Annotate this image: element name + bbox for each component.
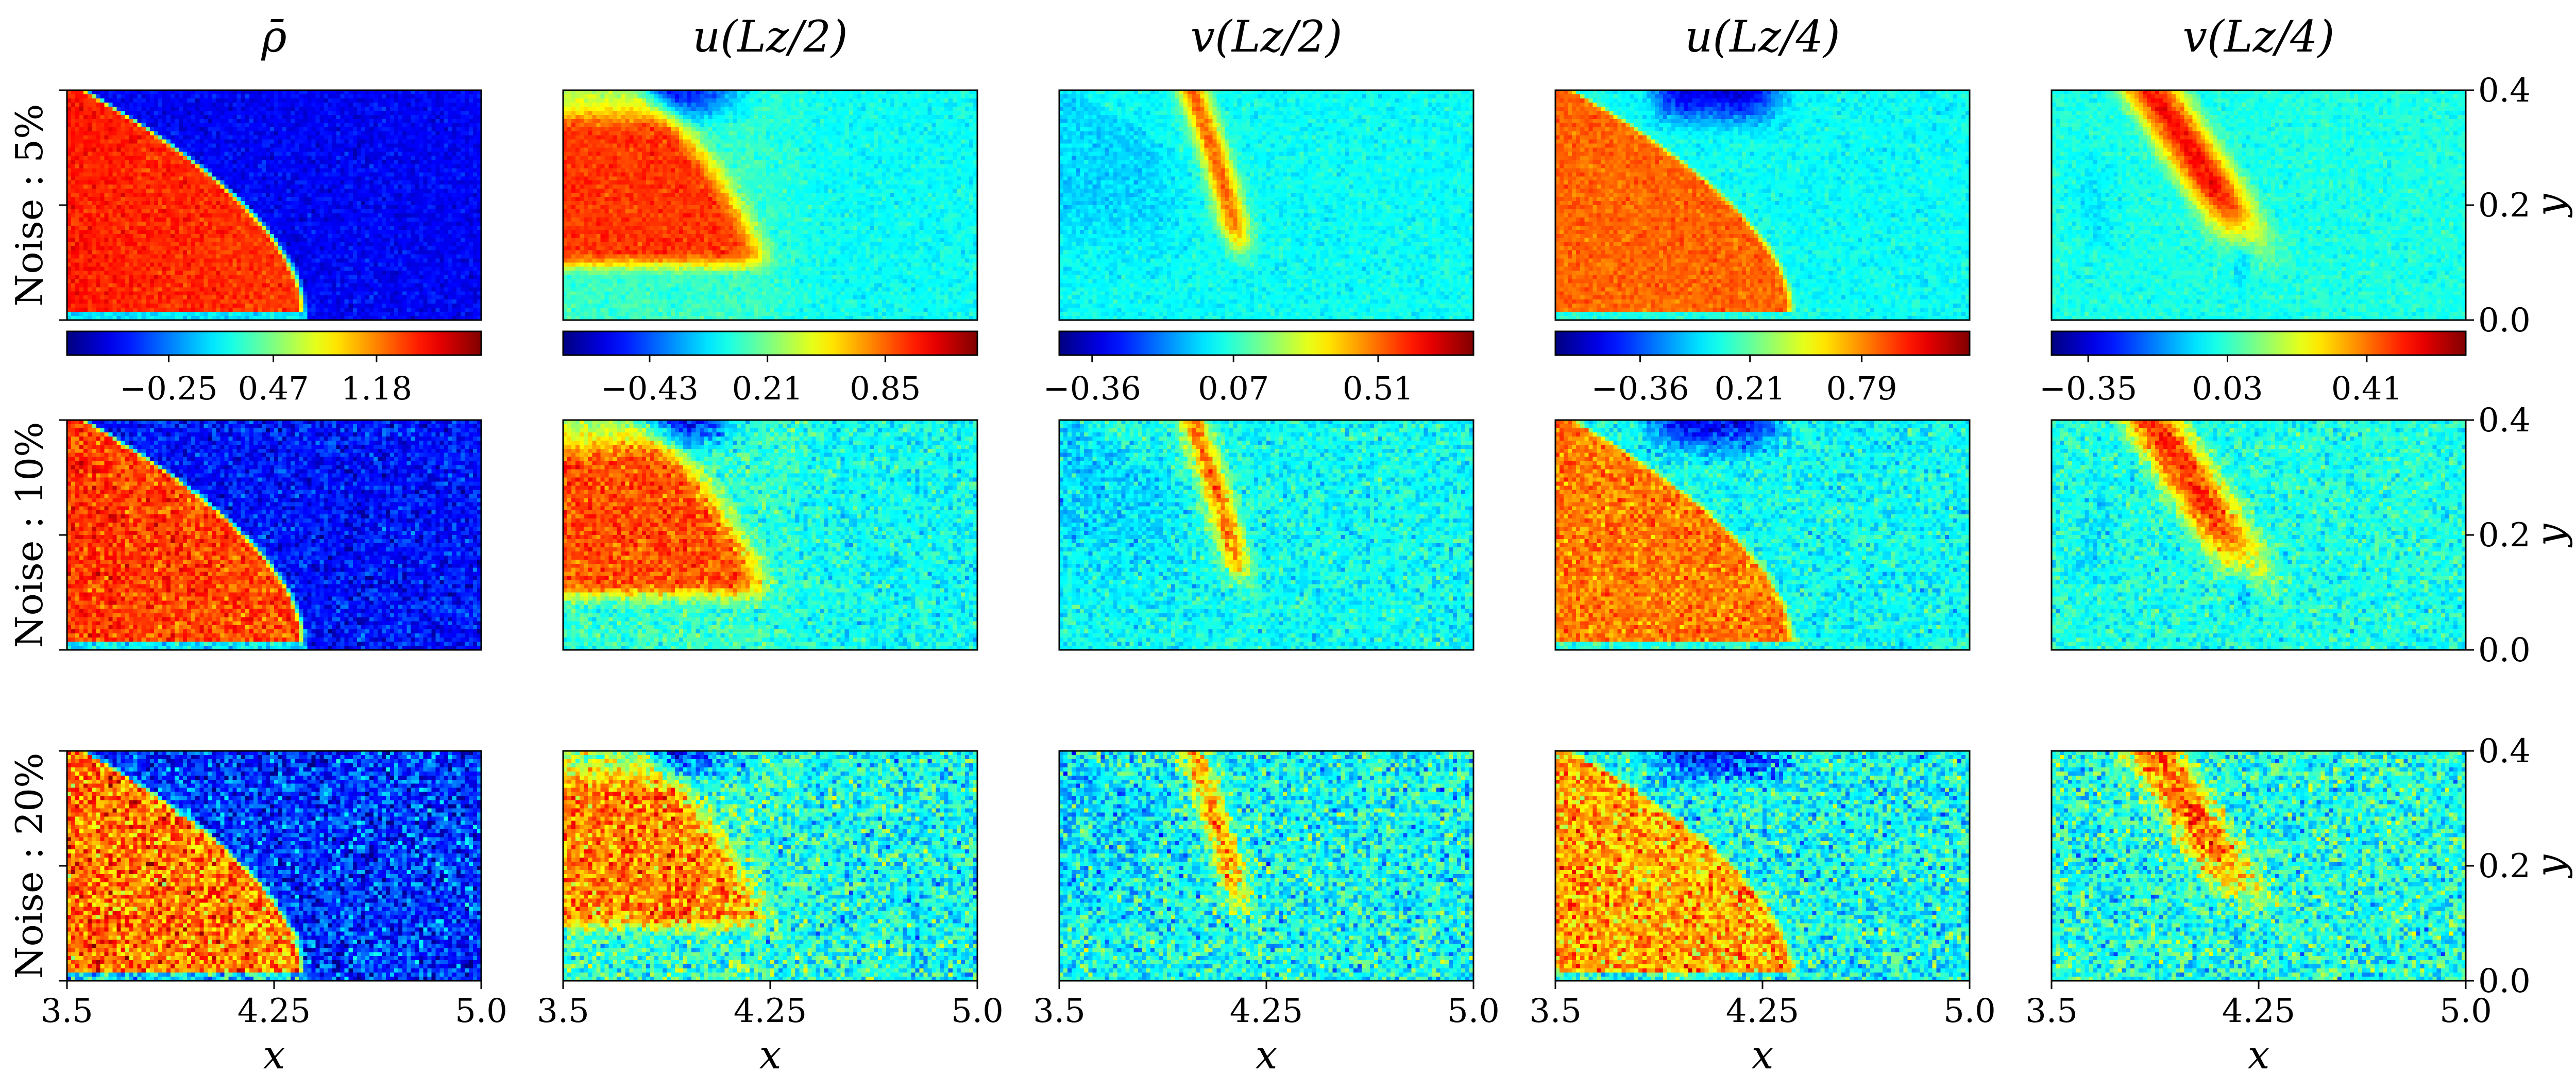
x-tick-label: 4.25 <box>1726 992 1800 1030</box>
heatmap-cell-image <box>2052 751 2466 981</box>
heatmap-cell-image <box>1059 420 1473 650</box>
heatmap-cell-image <box>1555 90 1970 320</box>
colorbar-tick-label: 0.03 <box>2192 370 2263 407</box>
column-title: u(Lz/4) <box>1685 11 1840 62</box>
heatmap-cell-image <box>563 751 977 981</box>
colorbar-tick-label: 0.47 <box>238 370 309 407</box>
x-tick-label: 5.0 <box>455 992 507 1030</box>
heatmap-cell-image <box>67 420 481 650</box>
x-axis-label: x <box>1752 1032 1774 1078</box>
x-axis-label: x <box>1256 1032 1278 1078</box>
heatmap-cell-image <box>1059 90 1473 320</box>
panel-frame <box>562 89 978 321</box>
colorbar-tick-label: 0.79 <box>1826 370 1897 407</box>
colorbar-tick-label: −0.36 <box>1043 370 1141 407</box>
y-tick-label: 0.0 <box>2478 631 2531 669</box>
colorbar-tick-label: 0.21 <box>1715 370 1786 407</box>
column-titles: ρ̄ u(Lz/2) v(Lz/2) u(Lz/4) v(Lz/4) <box>261 11 2334 62</box>
colorbar <box>562 330 978 356</box>
heatmap-cell-image <box>2052 420 2466 650</box>
y-tick-label: 0.2 <box>2478 516 2531 555</box>
y-tick-label: 0.4 <box>2478 401 2531 440</box>
heatmap-cell-image <box>563 420 977 650</box>
y-tick-label: 0.0 <box>2478 962 2531 1000</box>
y-tick-label: 0.2 <box>2478 187 2531 225</box>
panel-frame <box>1554 89 1971 321</box>
colorbar-tick-label: 1.18 <box>341 370 412 407</box>
x-axis-label: x <box>2248 1032 2270 1078</box>
colorbar-tick-label: −0.36 <box>1591 370 1689 407</box>
row-label: Noise : 10% <box>8 422 51 648</box>
x-axis-label: x <box>263 1032 285 1078</box>
row-label: Noise : 20% <box>8 753 51 979</box>
y-axis-label: y <box>2527 193 2573 217</box>
x-tick-label: 5.0 <box>1447 992 1500 1030</box>
y-axis-label: y <box>2527 854 2573 878</box>
x-tick-label: 4.25 <box>734 992 807 1030</box>
panel-frame <box>1058 89 1475 321</box>
x-tick-label: 4.25 <box>238 992 311 1030</box>
colorbar <box>2050 330 2467 356</box>
x-tick-label: 4.25 <box>1230 992 1303 1030</box>
colorbar-tick-label: −0.25 <box>120 370 217 407</box>
colorbars: −0.25 0.47 1.18 −0.43 0.21 0.85 −0.36 0.07 0.51 −… <box>66 330 2467 407</box>
x-tick-label: 3.5 <box>537 992 589 1030</box>
heatmap-cell-image <box>1555 751 1970 981</box>
colorbar <box>1058 330 1475 356</box>
y-tick-label: 0.4 <box>2478 72 2531 110</box>
y-tick-label: 0.2 <box>2478 847 2531 885</box>
colorbar-tick-label: 0.21 <box>732 370 803 407</box>
panel-frame <box>562 419 978 651</box>
colorbar-tick-label: 0.51 <box>1343 370 1414 407</box>
x-tick-label: 3.5 <box>2025 992 2078 1030</box>
x-tick-label: 5.0 <box>1943 992 1996 1030</box>
heatmap-cell-image <box>67 90 481 320</box>
colorbar <box>1554 330 1971 356</box>
heatmap-cell-image <box>563 90 977 320</box>
y-tick-label: 0.4 <box>2478 732 2531 770</box>
x-tick-label: 3.5 <box>1033 992 1086 1030</box>
row-label: Noise : 5% <box>8 104 51 306</box>
column-title: ρ̄ <box>261 11 286 62</box>
row-labels: Noise : 5% Noise : 10% Noise : 20% <box>8 104 51 979</box>
heatmap-cell-image <box>1059 751 1473 981</box>
x-axis-label: x <box>759 1032 782 1078</box>
heatmap-cell-image <box>2052 90 2466 320</box>
colorbar-tick-label: 0.85 <box>850 370 921 407</box>
axes-ticks: 0.0 0.2 0.4 y 0.0 0.2 0.4 y 0.0 0.2 0.4 y 3.5 4.25 5.0… <box>41 72 2573 1078</box>
y-axis-label: y <box>2527 523 2573 547</box>
colorbar-tick-label: −0.35 <box>2039 370 2137 407</box>
column-title: v(Lz/4) <box>2183 11 2335 62</box>
heatmap-cell-image <box>67 751 481 981</box>
x-tick-label: 5.0 <box>2439 992 2492 1030</box>
x-tick-label: 3.5 <box>41 992 93 1030</box>
x-tick-label: 3.5 <box>1529 992 1582 1030</box>
colorbar-tick-label: −0.43 <box>601 370 699 407</box>
panel-frame <box>1058 419 1475 651</box>
column-title: v(Lz/2) <box>1191 11 1343 62</box>
heatmap-cell-image <box>1555 420 1970 650</box>
heatmap-panels <box>66 89 2467 982</box>
colorbar <box>66 330 482 356</box>
colorbar-tick-label: 0.07 <box>1198 370 1269 407</box>
y-tick-label: 0.0 <box>2478 301 2531 340</box>
panel-frame <box>1554 419 1971 651</box>
x-tick-label: 5.0 <box>951 992 1004 1030</box>
x-tick-label: 4.25 <box>2222 992 2296 1030</box>
column-title: u(Lz/2) <box>692 11 848 62</box>
colorbar-tick-label: 0.41 <box>2331 370 2402 407</box>
